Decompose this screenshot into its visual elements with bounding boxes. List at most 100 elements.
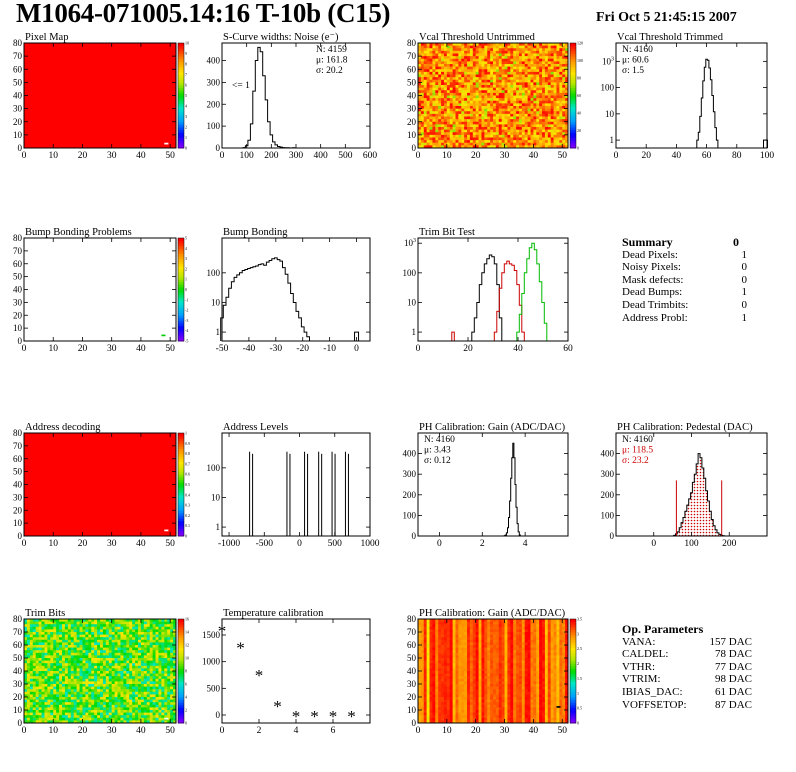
heatmap-cell bbox=[140, 665, 145, 669]
heatmap-cell bbox=[108, 691, 113, 695]
heatmap-cell bbox=[550, 79, 554, 83]
palette-segment bbox=[178, 243, 184, 247]
palette-segment bbox=[178, 686, 184, 690]
heatmap-cell bbox=[129, 645, 133, 648]
heatmap-cell bbox=[59, 671, 63, 674]
heatmap-cell bbox=[155, 642, 159, 646]
heatmap-cell bbox=[469, 134, 474, 138]
heatmap-cell bbox=[97, 678, 101, 682]
heatmap-cell bbox=[155, 712, 159, 716]
heatmap-cell bbox=[426, 61, 430, 65]
heatmap-cell bbox=[29, 639, 34, 643]
heatmap-cell bbox=[38, 710, 42, 713]
heatmap-cell bbox=[464, 95, 468, 99]
heatmap-cell bbox=[464, 129, 468, 133]
heatmap-cell bbox=[544, 71, 549, 75]
heatmap-cell bbox=[533, 100, 537, 104]
heatmap-cell bbox=[26, 650, 31, 654]
palette-segment bbox=[570, 74, 576, 78]
heatmap-cell bbox=[85, 715, 89, 719]
heatmap-cell bbox=[117, 634, 121, 638]
heatmap-cell bbox=[120, 717, 124, 721]
heatmap-cell bbox=[135, 707, 139, 711]
heatmap-cell bbox=[420, 621, 425, 625]
heatmap-cell bbox=[432, 108, 436, 112]
heatmap-cell bbox=[507, 48, 511, 52]
heatmap-cell bbox=[102, 655, 107, 659]
heatmap-cell bbox=[117, 619, 121, 622]
heatmap-cell bbox=[484, 45, 488, 49]
heatmap-cell bbox=[553, 90, 557, 94]
heatmap-cell bbox=[140, 634, 145, 638]
heatmap-cell bbox=[516, 95, 520, 99]
heatmap-cell bbox=[143, 684, 148, 687]
heatmap-cell bbox=[41, 658, 45, 661]
heatmap-cell bbox=[129, 668, 133, 672]
heatmap-cell bbox=[449, 77, 454, 81]
heatmap-cell bbox=[441, 74, 445, 78]
heatmap-cell bbox=[138, 710, 142, 713]
heatmap-cell bbox=[504, 58, 508, 62]
palette-segment bbox=[178, 58, 184, 62]
heatmap-cell bbox=[516, 113, 520, 117]
palette-segment bbox=[178, 294, 184, 298]
heatmap-cell bbox=[35, 629, 40, 633]
heatmap-cell bbox=[44, 665, 48, 669]
heatmap-cell bbox=[533, 129, 537, 133]
heatmap-cell bbox=[100, 712, 104, 716]
palette-segment bbox=[178, 466, 184, 470]
palette-segment bbox=[178, 502, 184, 506]
heatmap-cell bbox=[149, 665, 154, 669]
heatmap-cell bbox=[135, 704, 139, 708]
heatmap-cell bbox=[501, 129, 505, 133]
heatmap-cell bbox=[129, 678, 133, 682]
heatmap-cell bbox=[446, 142, 451, 146]
heatmap-cell bbox=[484, 50, 488, 54]
heatmap-cell bbox=[513, 95, 517, 99]
heatmap-cell bbox=[478, 134, 482, 138]
heatmap-cell bbox=[420, 632, 425, 635]
heatmap-cell bbox=[516, 66, 520, 70]
heatmap-cell bbox=[85, 689, 89, 693]
heatmap-cell bbox=[132, 660, 136, 664]
heatmap-cell bbox=[82, 652, 86, 656]
heatmap-cell bbox=[70, 629, 75, 633]
y-tick-label: 40 bbox=[13, 91, 23, 101]
heatmap-cell bbox=[550, 145, 554, 149]
x-tick-label: 300 bbox=[289, 151, 304, 161]
heatmap-cell bbox=[50, 639, 54, 643]
heatmap-cell bbox=[478, 85, 482, 89]
heatmap-cell bbox=[487, 82, 491, 86]
heatmap-cell bbox=[120, 704, 124, 708]
heatmap-cell bbox=[469, 90, 474, 94]
heatmap-cell bbox=[53, 712, 57, 716]
heatmap-cell bbox=[26, 619, 31, 622]
heatmap-cell bbox=[76, 671, 80, 674]
heatmap-cell bbox=[38, 634, 42, 638]
heatmap-cell bbox=[155, 639, 159, 643]
heatmap-cell bbox=[117, 681, 121, 685]
heatmap-cell bbox=[94, 665, 98, 669]
heatmap-cell bbox=[467, 106, 471, 110]
heatmap-cell bbox=[76, 691, 80, 695]
heatmap-cell bbox=[536, 87, 540, 91]
heatmap-cell bbox=[469, 145, 474, 149]
heatmap-cell bbox=[44, 647, 48, 651]
heatmap-cell bbox=[111, 689, 116, 693]
heatmap-cell bbox=[126, 634, 130, 638]
heatmap-cell bbox=[41, 720, 45, 724]
heatmap-cell bbox=[429, 79, 433, 83]
heatmap-cell bbox=[73, 715, 78, 719]
heatmap-cell bbox=[539, 119, 543, 123]
heatmap-cell bbox=[79, 619, 83, 622]
heatmap-cell bbox=[452, 74, 456, 78]
palette-tick-label: 0.4 bbox=[185, 492, 190, 497]
heatmap-cell bbox=[44, 634, 48, 638]
heatmap-cell bbox=[29, 665, 34, 669]
heatmap-cell bbox=[469, 106, 474, 110]
heatmap-cell bbox=[149, 676, 154, 680]
heatmap-cell bbox=[418, 87, 422, 91]
heatmap-cell bbox=[443, 92, 448, 96]
heatmap-cell bbox=[102, 710, 107, 713]
heatmap-cell bbox=[173, 678, 177, 682]
